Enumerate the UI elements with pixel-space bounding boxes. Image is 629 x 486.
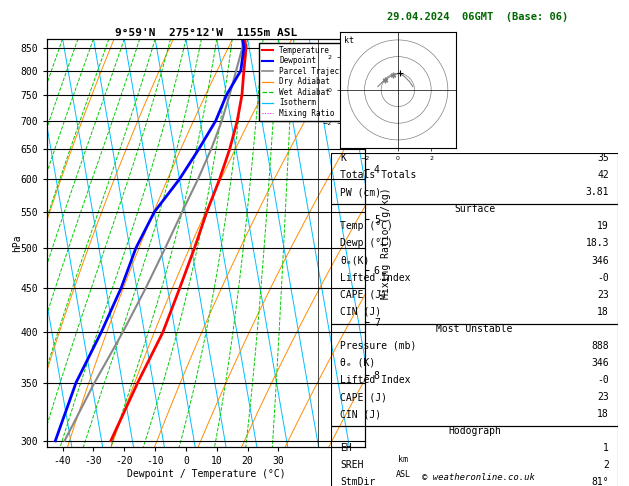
Text: 19: 19 bbox=[598, 222, 609, 231]
Text: 23: 23 bbox=[598, 392, 609, 402]
Text: StmDir: StmDir bbox=[340, 477, 376, 486]
Text: PW (cm): PW (cm) bbox=[340, 187, 381, 197]
Text: SREH: SREH bbox=[340, 460, 364, 470]
Text: CAPE (J): CAPE (J) bbox=[340, 290, 387, 300]
Text: 888: 888 bbox=[591, 341, 609, 351]
Text: 81°: 81° bbox=[591, 477, 609, 486]
Text: 18.3: 18.3 bbox=[586, 239, 609, 248]
Text: θₑ(K): θₑ(K) bbox=[340, 256, 369, 265]
X-axis label: Dewpoint / Temperature (°C): Dewpoint / Temperature (°C) bbox=[126, 469, 286, 479]
Text: km: km bbox=[398, 455, 408, 464]
Text: 346: 346 bbox=[591, 358, 609, 368]
Text: -0: -0 bbox=[598, 273, 609, 282]
Text: 346: 346 bbox=[591, 256, 609, 265]
Text: CIN (J): CIN (J) bbox=[340, 409, 381, 419]
Text: CIN (J): CIN (J) bbox=[340, 307, 381, 317]
Text: 29.04.2024  06GMT  (Base: 06): 29.04.2024 06GMT (Base: 06) bbox=[387, 12, 569, 22]
Y-axis label: Mixing Ratio (g/kg): Mixing Ratio (g/kg) bbox=[381, 187, 391, 299]
Text: Lifted Index: Lifted Index bbox=[340, 273, 411, 282]
Bar bbox=[331, 426, 618, 486]
Text: kt: kt bbox=[344, 36, 354, 45]
Text: EH: EH bbox=[340, 443, 352, 453]
Text: 2: 2 bbox=[603, 460, 609, 470]
Text: 23: 23 bbox=[598, 290, 609, 300]
Legend: Temperature, Dewpoint, Parcel Trajectory, Dry Adiabat, Wet Adiabat, Isotherm, Mi: Temperature, Dewpoint, Parcel Trajectory… bbox=[259, 43, 361, 121]
Text: LCL: LCL bbox=[365, 39, 385, 48]
Text: K: K bbox=[340, 153, 346, 163]
Text: Totals Totals: Totals Totals bbox=[340, 170, 416, 180]
Text: 3.81: 3.81 bbox=[586, 187, 609, 197]
Text: 1: 1 bbox=[603, 443, 609, 453]
Text: ASL: ASL bbox=[396, 469, 411, 479]
Text: -0: -0 bbox=[598, 375, 609, 385]
Text: Surface: Surface bbox=[454, 204, 495, 214]
Text: Hodograph: Hodograph bbox=[448, 426, 501, 436]
Text: θₑ (K): θₑ (K) bbox=[340, 358, 376, 368]
Text: 42: 42 bbox=[598, 170, 609, 180]
Text: 18: 18 bbox=[598, 307, 609, 317]
Text: 18: 18 bbox=[598, 409, 609, 419]
Bar bbox=[331, 324, 618, 426]
Text: CAPE (J): CAPE (J) bbox=[340, 392, 387, 402]
Text: Temp (°C): Temp (°C) bbox=[340, 222, 393, 231]
Text: Most Unstable: Most Unstable bbox=[437, 324, 513, 334]
Text: hPa: hPa bbox=[12, 234, 22, 252]
Bar bbox=[331, 153, 618, 204]
Text: Pressure (mb): Pressure (mb) bbox=[340, 341, 416, 351]
Text: Lifted Index: Lifted Index bbox=[340, 375, 411, 385]
Title: 9°59'N  275°12'W  1155m ASL: 9°59'N 275°12'W 1155m ASL bbox=[115, 28, 297, 38]
Bar bbox=[331, 204, 618, 324]
Text: Dewp (°C): Dewp (°C) bbox=[340, 239, 393, 248]
Text: 35: 35 bbox=[598, 153, 609, 163]
Text: © weatheronline.co.uk: © weatheronline.co.uk bbox=[421, 473, 535, 482]
